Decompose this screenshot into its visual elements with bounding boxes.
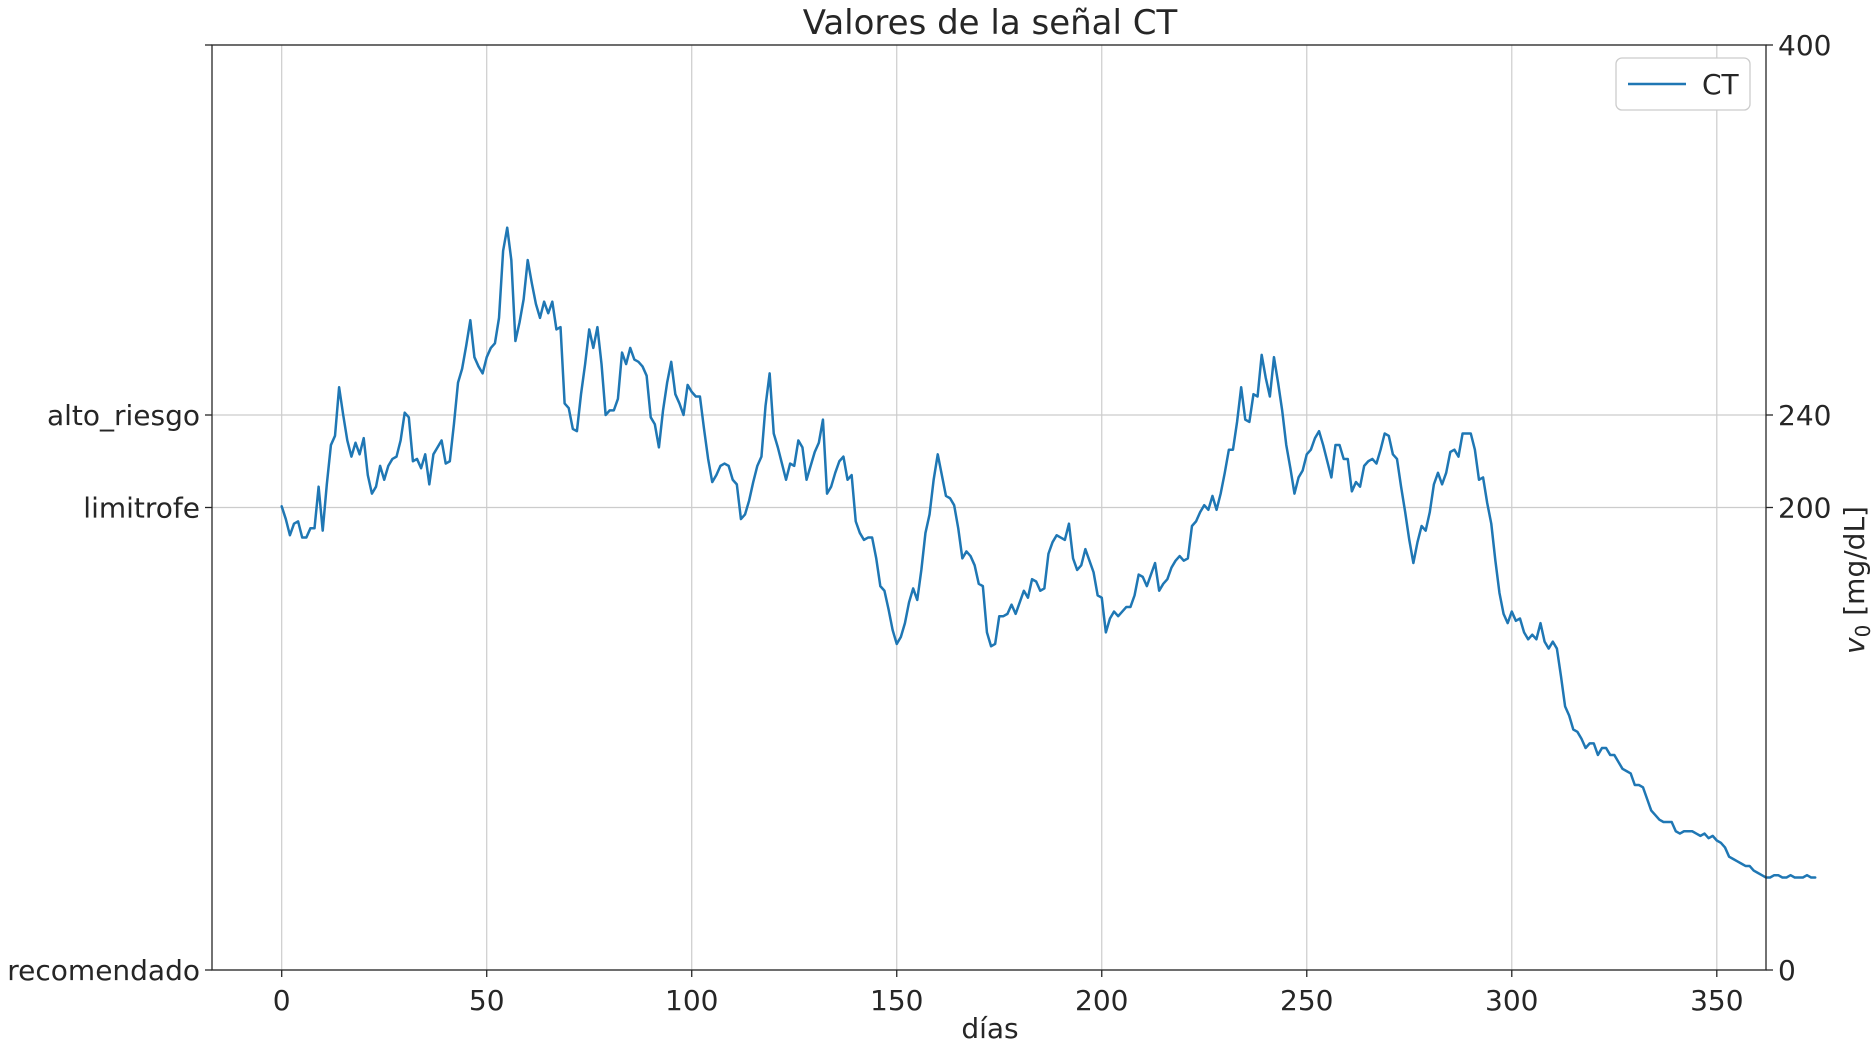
- y-right-tick-label: 400: [1778, 29, 1831, 62]
- y-right-tick-label: 0: [1778, 954, 1796, 987]
- y-left-tick-label: limitrofe: [83, 492, 200, 525]
- x-tick-label: 100: [665, 984, 718, 1017]
- y-axis-right-label-var: v: [1838, 637, 1871, 654]
- y-axis-right-label-sub: 0: [1851, 625, 1871, 638]
- x-axis-ticks: 0 50 100 150 200 250 300 350: [273, 970, 1744, 1017]
- x-tick-label: 350: [1690, 984, 1743, 1017]
- x-tick-label: 150: [870, 984, 923, 1017]
- x-tick-label: 300: [1485, 984, 1538, 1017]
- y-axis-right-label: v0 [mg/dL]: [1838, 506, 1871, 654]
- y-axis-right-label-unit: [mg/dL]: [1838, 506, 1871, 625]
- legend: CT: [1615, 57, 1751, 111]
- chart-title: Valores de la señal CT: [803, 3, 1178, 43]
- x-tick-label: 250: [1280, 984, 1333, 1017]
- y-left-tick-label: alto_riesgo: [47, 399, 200, 432]
- x-axis-label: días: [961, 1012, 1018, 1045]
- y-axis-right-ticks: 0 200 240 400: [1766, 29, 1831, 987]
- y-right-tick-label: 200: [1778, 492, 1831, 525]
- y-axis-left-ticks: recomendado limitrofe alto_riesgo: [7, 44, 212, 987]
- legend-label-ct: CT: [1702, 68, 1740, 101]
- x-tick-label: 0: [273, 984, 291, 1017]
- y-left-tick-label: recomendado: [7, 954, 200, 987]
- x-tick-label: 200: [1075, 984, 1128, 1017]
- x-tick-label: 50: [469, 984, 505, 1017]
- y-right-tick-label: 240: [1778, 399, 1831, 432]
- series-line-ct: [280, 226, 1817, 879]
